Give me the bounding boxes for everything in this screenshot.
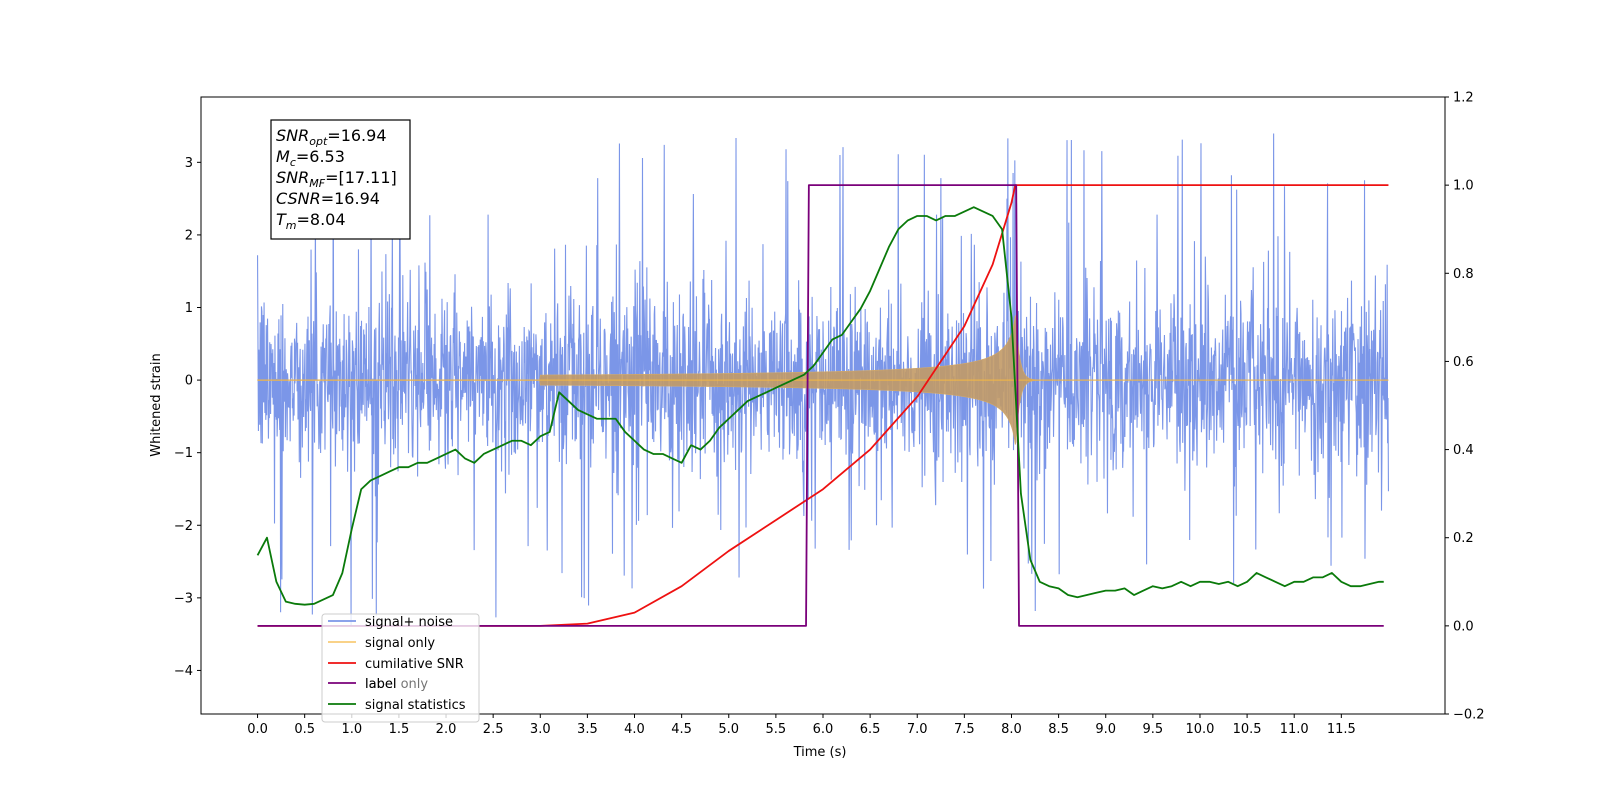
x-tick-label: 1.5	[389, 722, 410, 737]
legend-label: signal only	[365, 636, 435, 651]
x-tick-label: 7.5	[954, 722, 975, 737]
annotation-line: Tm=8.04	[276, 210, 346, 232]
y-right-tick-label: 0.6	[1453, 355, 1474, 370]
x-tick-label: 2.5	[483, 722, 504, 737]
x-tick-label: 6.0	[813, 722, 834, 737]
x-axis-title: Time (s)	[793, 745, 847, 760]
y-right-tick-label: 0.8	[1453, 267, 1474, 282]
x-tick-label: 9.5	[1143, 722, 1164, 737]
x-tick-label: 8.5	[1048, 722, 1069, 737]
x-tick-label: 11.0	[1280, 722, 1309, 737]
legend-label: label only	[365, 677, 428, 692]
y-right-tick-label: 0.2	[1453, 531, 1474, 546]
x-tick-label: 9.0	[1095, 722, 1116, 737]
x-tick-label: 0.0	[247, 722, 268, 737]
annotation-line: CSNR=16.94	[276, 189, 380, 208]
y-left-tick-label: 1	[185, 301, 193, 316]
x-tick-label: 5.0	[718, 722, 739, 737]
x-axis: 0.0 0.5 1.0 1.5 2.0 2.5 3.0 3.5 4.0 4.5 5.0 5.5 6.0 6…	[247, 714, 1356, 737]
y-right-tick-label: −0.2	[1453, 708, 1485, 723]
y-left-tick-label: 3	[185, 156, 193, 171]
y-left-tick-label: −1	[174, 446, 193, 461]
legend-label: cumilative SNR	[365, 657, 464, 672]
x-tick-label: 2.0	[436, 722, 457, 737]
label-line	[257, 184, 1384, 627]
x-tick-label: 3.5	[577, 722, 598, 737]
legend-label: signal statistics	[365, 698, 466, 713]
y-left-tick-label: −4	[174, 664, 193, 679]
y-left-tick-label: 2	[185, 228, 193, 243]
signal-statistics-line	[256, 206, 1384, 606]
annotation-box: SNRopt=16.94Mc=6.53SNRMF=[17.11]CSNR=16.…	[270, 119, 411, 240]
cumilative-snr-line	[257, 184, 1389, 627]
x-tick-label: 3.0	[530, 722, 551, 737]
signal-only-series	[257, 315, 1389, 445]
x-tick-label: 1.0	[341, 722, 362, 737]
y-right-tick-label: 0.0	[1453, 619, 1474, 634]
legend-frame	[321, 613, 480, 723]
y-right-tick-label: 1.0	[1453, 179, 1474, 194]
y-right-tick-label: 1.2	[1453, 91, 1474, 106]
y-right-tick-label: 0.4	[1453, 443, 1474, 458]
annotation-line: Mc=6.53	[276, 147, 345, 169]
y-axis-right: 1.2 1.0 0.8 0.6 0.4 0.2 0.0 −0.2	[1445, 91, 1485, 723]
signal-noise-series	[257, 133, 1389, 626]
y-left-tick-label: −2	[174, 519, 193, 534]
y-axis-title: Whitened strain	[149, 353, 164, 456]
y-axis-left: 3 2 1 0 −1 −2 −3 −4	[174, 156, 201, 679]
annotation-line: SNRopt=16.94	[276, 126, 387, 148]
x-tick-label: 10.5	[1233, 722, 1262, 737]
legend: signal+ noise signal only cumilative SNR la…	[321, 613, 480, 723]
x-tick-label: 5.5	[766, 722, 787, 737]
annotation-frame	[270, 119, 411, 240]
x-tick-label: 11.5	[1327, 722, 1356, 737]
annotation-line: SNRMF=[17.11]	[276, 168, 397, 190]
y-left-tick-label: −3	[174, 591, 193, 606]
x-tick-label: 8.0	[1001, 722, 1022, 737]
x-tick-label: 0.5	[294, 722, 315, 737]
x-tick-label: 7.0	[907, 722, 928, 737]
y-left-tick-label: 0	[185, 374, 193, 389]
x-tick-label: 4.0	[624, 722, 645, 737]
x-tick-label: 6.5	[860, 722, 881, 737]
x-tick-label: 10.0	[1185, 722, 1214, 737]
signal-noise-line	[257, 133, 1389, 626]
right-axis-series	[256, 184, 1389, 627]
legend-label: signal+ noise	[365, 615, 453, 630]
x-tick-label: 4.5	[671, 722, 692, 737]
legend-label: label	[365, 677, 396, 692]
